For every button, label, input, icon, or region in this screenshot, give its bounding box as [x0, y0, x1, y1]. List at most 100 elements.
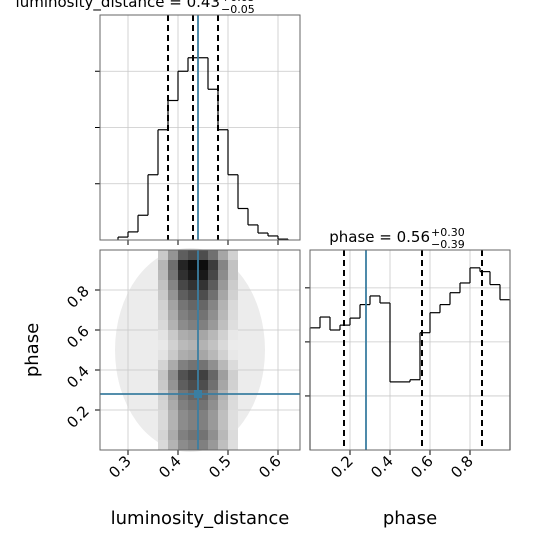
panel-title: luminosity_distance = 0.43	[16, 0, 220, 12]
density-cell	[218, 420, 228, 430]
density-cell	[218, 260, 228, 270]
density-cell	[208, 330, 218, 340]
density-cell	[178, 270, 188, 280]
density-cell	[218, 290, 228, 300]
density-cell	[198, 320, 208, 330]
density-cell	[178, 290, 188, 300]
axes-frame	[99, 249, 301, 451]
density-cell	[158, 290, 168, 300]
y-axis-label: phase	[22, 323, 43, 377]
truth-point	[194, 390, 202, 398]
density-cell	[168, 410, 178, 420]
density-cell	[188, 330, 198, 340]
x-axis-label: phase	[383, 508, 437, 529]
density-cell	[188, 390, 198, 400]
density-cell	[178, 380, 188, 390]
density-cell	[188, 430, 198, 440]
density-cell	[178, 420, 188, 430]
density-cell	[198, 360, 208, 370]
density-cell	[168, 350, 178, 360]
axes-frame	[309, 249, 511, 451]
density-cell	[178, 250, 188, 260]
density-cell	[178, 370, 188, 380]
density-cell	[158, 390, 168, 400]
density-cell	[208, 270, 218, 280]
density-cell	[208, 340, 218, 350]
density-cell	[228, 250, 238, 260]
density-cell	[158, 360, 168, 370]
density-cell	[158, 400, 168, 410]
density-cell	[178, 280, 188, 290]
density-cell	[218, 360, 228, 370]
density-cell	[208, 400, 218, 410]
density-cell	[188, 260, 198, 270]
density-cell	[158, 440, 168, 450]
density-cell	[228, 310, 238, 320]
density-cell	[208, 280, 218, 290]
density-cell	[188, 370, 198, 380]
density-cell	[198, 350, 208, 360]
density-cell	[188, 280, 198, 290]
density-cell	[158, 430, 168, 440]
density-cell	[198, 270, 208, 280]
density-cell	[158, 350, 168, 360]
density-cell	[158, 280, 168, 290]
density-cell	[228, 320, 238, 330]
density-cell	[198, 440, 208, 450]
density-cell	[208, 390, 218, 400]
density-cell	[218, 350, 228, 360]
density-cell	[208, 320, 218, 330]
density-cell	[198, 400, 208, 410]
density-cell	[228, 370, 238, 380]
density-cell	[218, 390, 228, 400]
title-plus: +0.05	[221, 0, 255, 4]
title-minus: −0.39	[431, 238, 465, 251]
density-cell	[178, 430, 188, 440]
density-cell	[228, 330, 238, 340]
density-cell	[188, 320, 198, 330]
density-cell	[208, 420, 218, 430]
density-cell	[168, 250, 178, 260]
axes-frame	[99, 14, 301, 241]
density-cell	[178, 390, 188, 400]
density-cell	[168, 430, 178, 440]
density-cell	[208, 410, 218, 420]
density-cell	[198, 430, 208, 440]
density-cell	[198, 340, 208, 350]
density-cell	[218, 440, 228, 450]
density-cell	[228, 410, 238, 420]
density-cell	[158, 420, 168, 430]
density-cell	[208, 440, 218, 450]
density-cell	[198, 390, 208, 400]
density-cell	[218, 270, 228, 280]
density-cell	[158, 270, 168, 280]
density-cell	[208, 350, 218, 360]
density-cell	[168, 400, 178, 410]
density-cell	[228, 300, 238, 310]
density-cell	[168, 320, 178, 330]
density-cell	[208, 360, 218, 370]
density-cell	[228, 270, 238, 280]
density-cell	[198, 370, 208, 380]
density-cell	[228, 390, 238, 400]
density-cell	[218, 250, 228, 260]
density-cell	[208, 370, 218, 380]
density-cell	[188, 400, 198, 410]
density-cell	[218, 430, 228, 440]
density-cell	[208, 310, 218, 320]
density-cell	[188, 350, 198, 360]
x-axis-label: luminosity_distance	[111, 508, 290, 529]
density-cell	[178, 320, 188, 330]
density-cell	[188, 290, 198, 300]
density-cell	[218, 300, 228, 310]
density-cell	[218, 340, 228, 350]
density-cell	[178, 330, 188, 340]
density-cell	[198, 410, 208, 420]
title-plus: +0.30	[431, 226, 465, 239]
density-cell	[228, 350, 238, 360]
density-cell	[168, 370, 178, 380]
density-cell	[208, 260, 218, 270]
density-cell	[198, 250, 208, 260]
density-cell	[188, 420, 198, 430]
density-cell	[198, 290, 208, 300]
